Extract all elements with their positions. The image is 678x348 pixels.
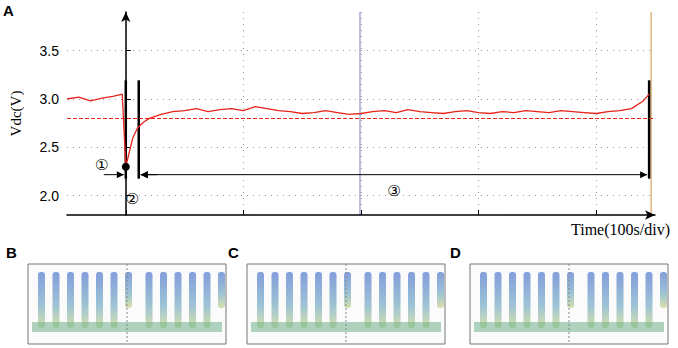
svg-text:2.5: 2.5: [40, 139, 60, 155]
svg-text:A: A: [3, 2, 14, 19]
svg-text:3.5: 3.5: [40, 43, 60, 59]
svg-text:③: ③: [387, 182, 400, 200]
svg-text:①: ①: [95, 156, 108, 174]
svg-text:D: D: [450, 244, 461, 261]
svg-text:C: C: [228, 244, 239, 261]
svg-text:②: ②: [126, 190, 139, 208]
svg-text:Vdc(V): Vdc(V): [8, 91, 25, 137]
svg-text:2.0: 2.0: [40, 188, 60, 204]
svg-text:3.0: 3.0: [40, 91, 60, 107]
svg-text:B: B: [6, 244, 17, 261]
svg-text:Time(100s/div): Time(100s/div): [571, 221, 670, 239]
